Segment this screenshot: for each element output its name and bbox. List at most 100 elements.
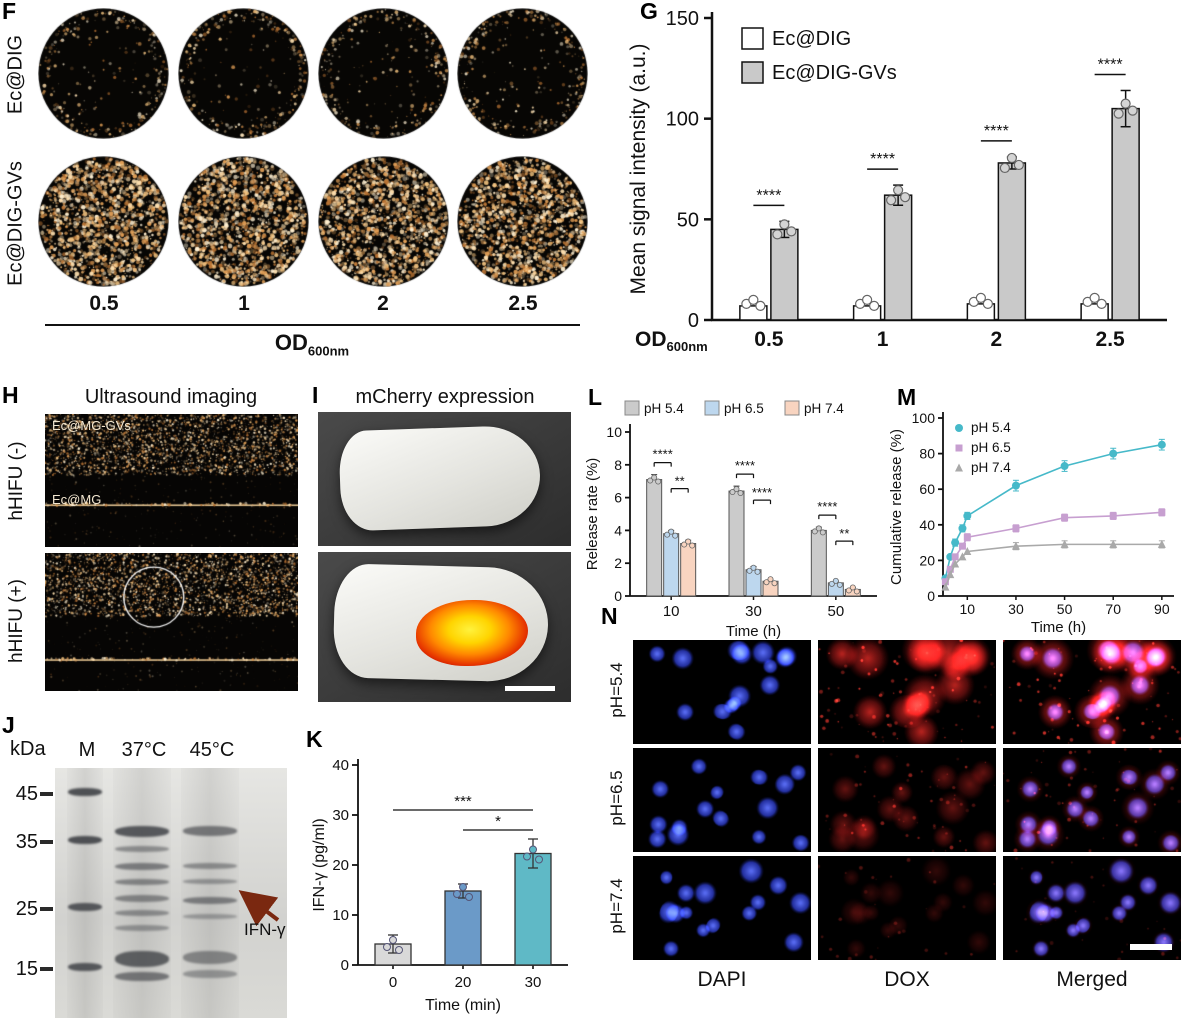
chart-text: 20 xyxy=(332,857,349,874)
chart-text: Time (min) xyxy=(425,997,501,1014)
od-axis-label: OD600nm xyxy=(232,330,392,358)
gel-band xyxy=(68,963,102,971)
panel-label-g: G xyxy=(640,0,658,24)
chart-circle xyxy=(1096,298,1107,309)
chart-text: 60 xyxy=(919,481,935,497)
gel-band xyxy=(183,951,237,964)
chart-rect xyxy=(514,852,552,966)
chart-text: 50 xyxy=(677,209,699,231)
gel-band xyxy=(183,826,237,836)
chart-text: 2.5 xyxy=(1096,328,1126,351)
gel-band xyxy=(68,788,102,796)
fluorescence-merged-ph54 xyxy=(1003,640,1181,744)
chart-text: 90 xyxy=(1154,601,1170,617)
row-label-ec-dig-gvs: Ec@DIG-GVs xyxy=(4,161,27,286)
chart-circle xyxy=(750,564,757,571)
chart-circle xyxy=(862,294,873,306)
chart-text: 80 xyxy=(919,446,935,462)
chart-circle xyxy=(389,936,397,944)
chart-text: 0 xyxy=(341,957,349,974)
row-label-ph74: pH=7.4 xyxy=(607,878,626,934)
gel-unit-label: kDa xyxy=(10,738,46,760)
gel-band xyxy=(183,879,237,884)
chart-text: 100 xyxy=(666,109,699,131)
chart-circle xyxy=(845,587,852,594)
chart-circle xyxy=(733,486,740,493)
gel-band xyxy=(183,863,237,869)
chart-tspan: 600nm xyxy=(667,339,708,354)
chart-circle xyxy=(900,192,911,203)
gel-band xyxy=(115,895,169,902)
gel-lane xyxy=(181,768,239,1018)
gel-band xyxy=(115,951,169,967)
gel-band xyxy=(183,914,237,919)
chart-circle xyxy=(459,883,467,891)
gel-band xyxy=(183,897,237,904)
od-value-25: 2.5 xyxy=(508,292,538,315)
gel-band xyxy=(115,910,169,916)
gel-band xyxy=(115,826,169,837)
lane-label-45c: 45°C xyxy=(189,739,235,761)
scale-bar xyxy=(1130,944,1172,950)
chart-circle xyxy=(772,229,783,240)
chart-rect xyxy=(680,543,697,597)
gel-band xyxy=(115,972,169,981)
panel-label-j: J xyxy=(2,712,15,738)
chart-rect xyxy=(1012,524,1020,532)
implant-shape xyxy=(338,424,542,532)
lane-label-marker: M xyxy=(78,739,96,761)
chart-text: **** xyxy=(752,485,772,500)
chart-rect xyxy=(958,542,966,550)
scale-bar xyxy=(505,686,555,691)
gel-image xyxy=(55,768,287,1018)
chart-circle xyxy=(1006,152,1017,164)
chart-circle xyxy=(767,576,774,583)
chart-circle xyxy=(779,219,790,230)
chart-text: 10 xyxy=(960,601,976,617)
image-label-ec-mg: Ec@MG xyxy=(52,492,102,507)
chart-rect xyxy=(946,565,954,573)
chart-text: Time (h) xyxy=(1031,619,1086,636)
chart-circle xyxy=(999,162,1010,174)
chart-circle xyxy=(689,542,696,549)
chart-text: 8 xyxy=(614,457,622,473)
gel-band xyxy=(115,846,169,852)
fluorescence-dox-ph65 xyxy=(818,748,996,852)
chart-path xyxy=(1011,541,1020,550)
chart-circle xyxy=(651,474,658,481)
chart-text: 0.5 xyxy=(754,328,784,351)
chart-text: IFN-γ (pg/ml) xyxy=(311,818,328,911)
chart-circle xyxy=(832,577,839,584)
chart-circle xyxy=(951,538,960,547)
chart-circle xyxy=(886,195,897,206)
chart-circle xyxy=(681,541,688,548)
chart-text: 4 xyxy=(614,522,622,538)
panel-label-n: N xyxy=(601,603,618,629)
well-image-ecdiggvs-od25 xyxy=(457,156,588,287)
chart-rect xyxy=(810,529,827,597)
image-label-ec-mg-gvs: Ec@MG-GVs xyxy=(52,418,131,433)
marker-tick xyxy=(40,907,53,911)
chart-text: Release rate (%) xyxy=(584,458,601,571)
chart-path xyxy=(1157,539,1166,548)
fluorescence-dapi-ph65 xyxy=(633,748,811,852)
chart-text: Ec@DIG-GVs xyxy=(772,62,897,84)
chart-circle xyxy=(815,525,822,532)
chart-circle xyxy=(672,532,679,539)
chart-circle xyxy=(963,511,972,520)
chart-text: * xyxy=(495,813,501,830)
lane-label-37c: 37°C xyxy=(121,739,167,761)
gel-band xyxy=(115,925,169,931)
chart-circle xyxy=(828,580,835,587)
chart-text: Ec@DIG xyxy=(772,28,851,50)
chart-circle xyxy=(465,893,473,901)
ifn-gamma-label: IFN-γ xyxy=(244,920,286,939)
row-label-ph54: pH=5.4 xyxy=(607,662,626,718)
chart-cumulative-release: 0 20 40 60 80 100 10 30 50 70 90 Cumulative release… xyxy=(888,410,1174,636)
fluorescence-merged-ph74 xyxy=(1003,856,1181,960)
chart-text: Mean signal intensity (a.u.) xyxy=(627,44,650,295)
chart-text: 20 xyxy=(455,974,472,991)
chart-circle xyxy=(453,890,461,898)
well-image-ecdig-od25 xyxy=(457,8,588,139)
chart-text: 10 xyxy=(606,424,622,440)
